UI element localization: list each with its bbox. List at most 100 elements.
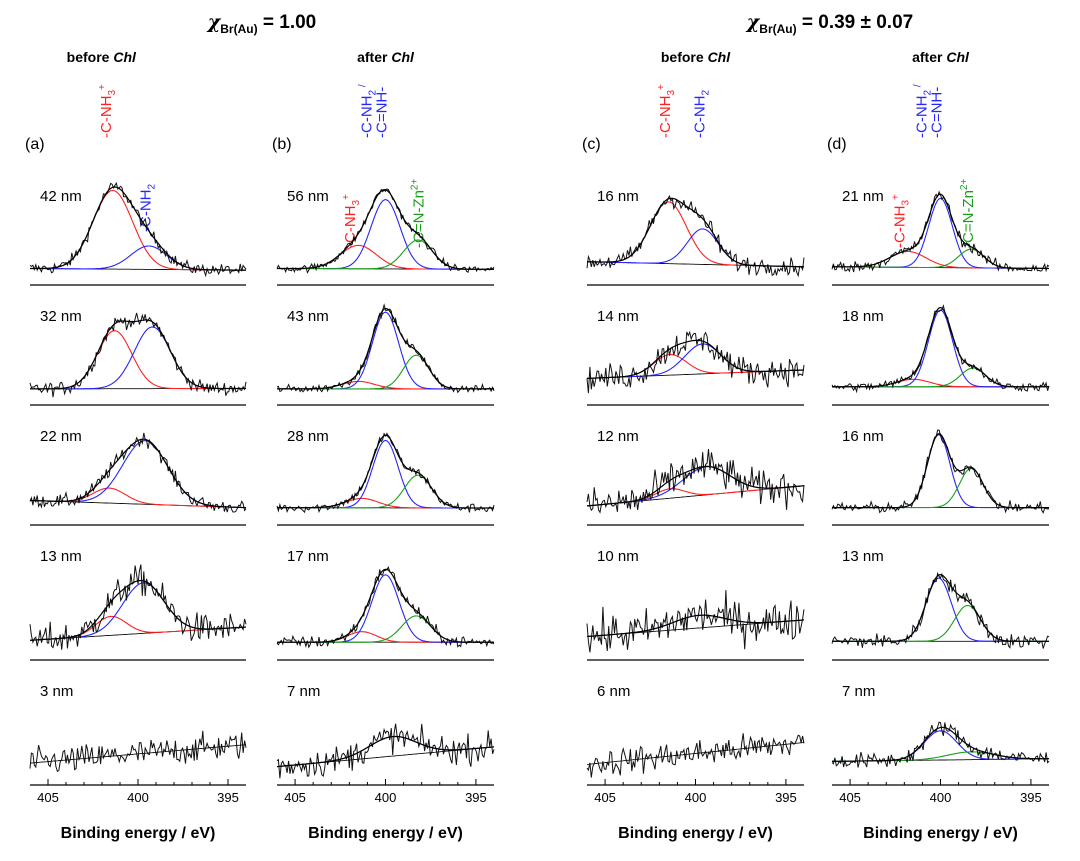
thickness-label: 17 nm (287, 548, 329, 565)
envelope-fit (832, 193, 1049, 270)
thickness-label: 10 nm (597, 548, 639, 565)
peak-label-red: -C-NH3+ (341, 194, 362, 248)
spectrum-16nm: 16 nm (831, 428, 1050, 514)
envelope-fit (832, 726, 1049, 762)
panel-header: after Chl (357, 49, 415, 65)
x-axis-label: Binding energy / eV) (618, 825, 773, 842)
thickness-label: 13 nm (842, 548, 884, 565)
spectrum-13nm: 13 nm (831, 548, 1050, 649)
measured-spectrum (29, 730, 247, 773)
peak-label-red: -C-NH3+ (656, 84, 677, 138)
envelope-fit (832, 306, 1049, 388)
peak-component-blue (30, 326, 246, 390)
envelope-fit (277, 188, 494, 270)
spectrum-18nm: 18 nm (831, 304, 1050, 394)
background-line (586, 742, 805, 765)
spectrum-12nm: 12 nm (586, 428, 805, 514)
thickness-label: 42 nm (40, 188, 82, 205)
peak-component-red (30, 330, 246, 390)
measured-spectrum (586, 733, 805, 778)
measured-spectrum (831, 571, 1050, 649)
spectrum-10nm: 10 nm (586, 548, 805, 653)
panel-header: before Chl (67, 49, 137, 65)
thickness-label: 21 nm (842, 188, 884, 205)
thickness-label: 56 nm (287, 188, 329, 205)
spectrum-16nm: 16 nm (586, 188, 805, 278)
peak-component-blue (277, 439, 495, 509)
measured-spectrum (29, 564, 247, 650)
panel-header: before Chl (661, 49, 731, 65)
spectrum-7nm: 7 nm (276, 683, 495, 779)
measured-spectrum (831, 304, 1050, 394)
measured-spectrum (29, 181, 247, 278)
thickness-label: 18 nm (842, 308, 884, 325)
peak-component-red (277, 244, 494, 270)
envelope-fit (30, 438, 246, 509)
panel-letter: (a) (25, 136, 45, 153)
panel-letter: (b) (272, 136, 292, 153)
x-tick-label: 400 (127, 790, 149, 805)
envelope-fit (832, 573, 1049, 642)
peak-label-green: -C=N-Zn2+ (409, 179, 427, 248)
envelope-fit (586, 465, 805, 507)
peak-label-red: -C-NH3+ (890, 194, 911, 248)
spectrum-56nm: 56 nm (276, 188, 495, 274)
thickness-label: 16 nm (842, 428, 884, 445)
spectrum-43nm: 43 nm (276, 303, 495, 394)
panel-letter: (d) (827, 136, 847, 153)
spectrum-17nm: 17 nm (276, 548, 495, 649)
spectrum-22nm: 22 nm (29, 428, 247, 513)
x-tick-label: 405 (594, 790, 616, 805)
spectrum-21nm: 21 nm (831, 188, 1050, 273)
group-title-2: χBr(Au) = 0.39 ± 0.07 (745, 11, 913, 36)
thickness-label: 7 nm (842, 683, 875, 700)
peak-label-green: -C=N-Zn2+ (959, 179, 977, 248)
thickness-label: 22 nm (40, 428, 82, 445)
spectrum-7nm: 7 nm (831, 683, 1050, 768)
envelope-fit (30, 186, 247, 271)
measured-spectrum (276, 723, 495, 779)
peak-component-green (277, 239, 494, 270)
panel-d: after Chl (d) -C-NH3+ -C-NH2 /-C=NH- -C=N-Zn… (827, 49, 1050, 842)
peak-label-blue: -C-NH2 (692, 90, 712, 139)
thickness-label: 28 nm (287, 428, 329, 445)
envelope-fit (277, 434, 495, 509)
measured-spectrum (586, 590, 805, 653)
spectrum-13nm: 13 nm (29, 548, 247, 650)
peak-component-blue (832, 577, 1049, 642)
peak-label-blue: -C-NH2 / (357, 84, 378, 138)
peak-component-green (277, 474, 495, 509)
spectrum-32nm: 32 nm (29, 308, 247, 398)
peak-component-green (277, 615, 494, 643)
peak-label-blue: -C-NH2 / (912, 84, 933, 138)
peak-label-red: -C-NH3+ (97, 84, 118, 138)
spectrum-28nm: 28 nm (276, 428, 495, 514)
measured-spectrum (276, 432, 495, 514)
envelope-fit (277, 307, 494, 390)
x-tick-label: 400 (930, 790, 952, 805)
envelope-fit (832, 433, 1049, 509)
measured-spectrum (276, 566, 495, 649)
peak-component-blue (277, 574, 494, 643)
x-tick-label: 395 (775, 790, 797, 805)
measured-spectrum (586, 330, 805, 394)
group-title-1: χBr(Au) = 1.00 (206, 11, 316, 36)
envelope-fit (586, 197, 804, 268)
measured-spectrum (586, 448, 805, 514)
measured-spectrum (831, 721, 1050, 768)
peak-component-red (30, 487, 246, 509)
thickness-label: 7 nm (287, 683, 320, 700)
panel-b: after Chl (b) -C-NH3+ -C-NH2 /-C=NH- -C=N-Zn… (272, 49, 495, 842)
thickness-label: 14 nm (597, 308, 639, 325)
x-axis-label: Binding energy / eV) (308, 825, 463, 842)
x-tick-label: 405 (839, 790, 861, 805)
peak-component-blue (30, 440, 246, 509)
thickness-label: 6 nm (597, 683, 630, 700)
x-tick-label: 405 (37, 790, 59, 805)
envelope-fit (276, 735, 495, 768)
envelope-fit (586, 339, 805, 379)
x-tick-label: 395 (217, 790, 239, 805)
peak-component-green (832, 604, 1049, 642)
